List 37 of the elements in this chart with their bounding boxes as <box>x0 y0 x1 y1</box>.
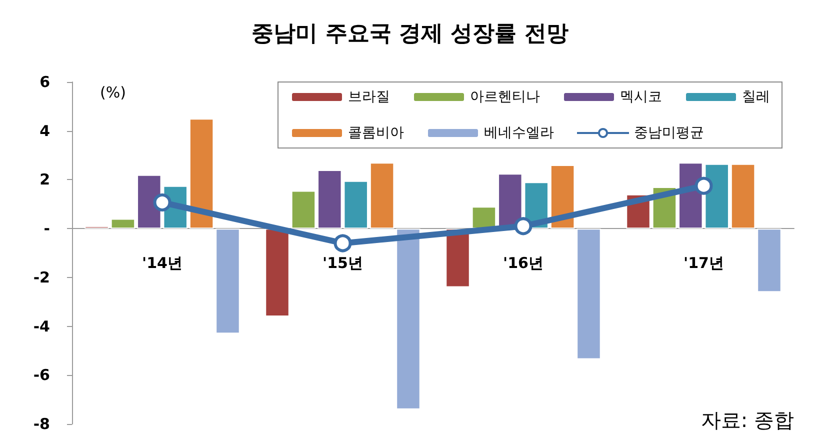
legend-label: 아르헨티나 <box>470 89 540 105</box>
legend-label: 브라질 <box>348 89 390 105</box>
bar <box>757 228 782 292</box>
legend-label: 멕시코 <box>620 89 662 105</box>
chart-title: 중남미 주요국 경제 성장률 전망 <box>252 22 568 46</box>
point <box>514 217 532 236</box>
legend-label: 중남미평균 <box>634 125 704 141</box>
legend-label: 콜롬비아 <box>348 125 404 141</box>
bar <box>189 118 214 229</box>
x-tick-label: '15년 <box>322 254 363 272</box>
bar <box>472 206 496 229</box>
y-tick-label: 4 <box>40 122 50 140</box>
annotation: 자료: 종합 <box>700 408 794 432</box>
y-tick-label: -8 <box>33 415 50 433</box>
bar <box>370 162 394 229</box>
bar <box>216 228 240 334</box>
bar <box>291 190 316 229</box>
bar <box>110 218 136 229</box>
legend-label: 베네수엘라 <box>484 125 554 141</box>
x-tick-label: '17년 <box>684 254 724 272</box>
point <box>153 193 172 212</box>
point <box>334 234 352 252</box>
x-tick-label: '16년 <box>503 254 544 272</box>
y-axis-title: (%) <box>100 84 126 102</box>
bar <box>576 228 601 360</box>
y-tick-label: -4 <box>33 317 50 336</box>
y-tick-label: 6 <box>40 73 50 91</box>
bar <box>730 164 756 229</box>
bar <box>396 228 420 410</box>
x-tick-label: '14년 <box>142 254 182 272</box>
bar <box>265 228 290 317</box>
y-tick-label: - <box>44 220 50 238</box>
y-tick-label: -2 <box>33 268 50 286</box>
legend-label: 칠레 <box>742 89 770 105</box>
y-tick-label: 2 <box>40 170 50 189</box>
y-tick-label: -6 <box>33 366 50 384</box>
point <box>694 176 713 195</box>
